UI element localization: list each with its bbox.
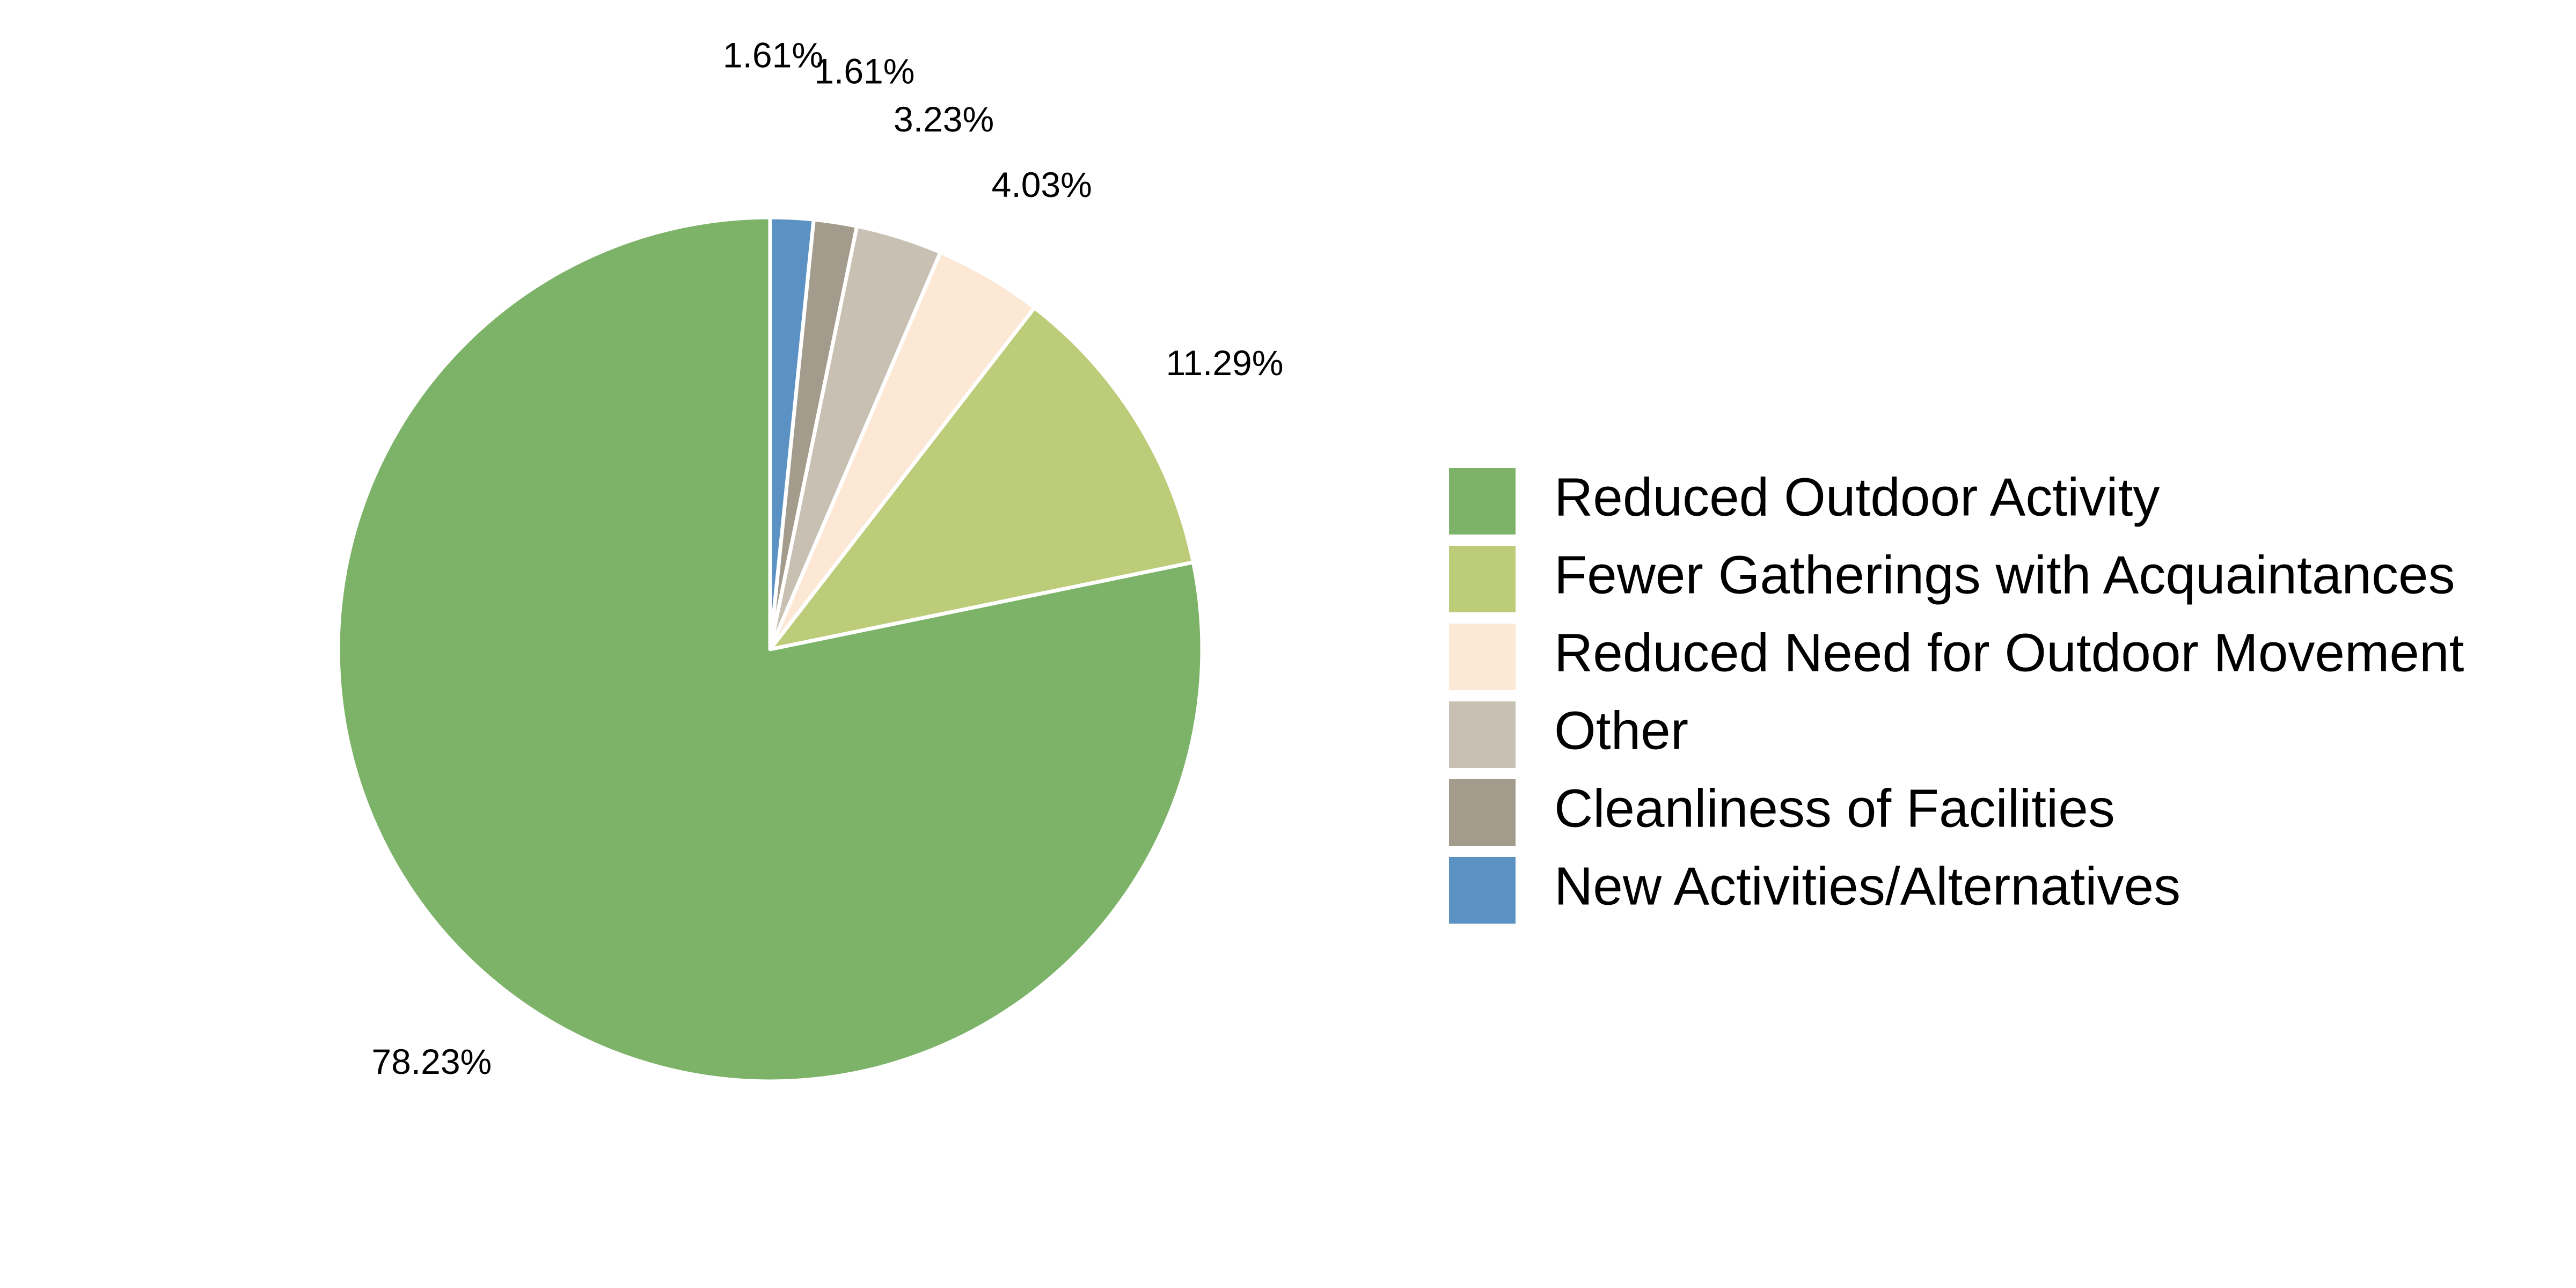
legend-item-fewer-gatherings-with-acquaintances: Fewer Gatherings with Acquaintances [1449, 545, 2455, 612]
legend-item-cleanliness-of-facilities: Cleanliness of Facilities [1449, 778, 2115, 846]
pie-slices [336, 215, 1204, 1084]
pie-slice-labels: 1.61%1.61% 3.23% 4.03% 11.29% 78.23% [371, 35, 1283, 1082]
slice-label-new-activities-alternatives: 1.61% [723, 35, 823, 75]
pie-slice-reduced-outdoor-activity [336, 215, 1204, 1084]
legend-item-reduced-need-for-outdoor-movement: Reduced Need for Outdoor Movement [1449, 623, 2464, 690]
legend-item-reduced-outdoor-activity: Reduced Outdoor Activity [1449, 467, 2160, 535]
legend-swatch-other [1449, 701, 1516, 768]
legend-swatch-reduced-need-for-outdoor-movement [1449, 624, 1516, 690]
slice-label-cleanliness-of-facilities: 1.61% [814, 52, 914, 91]
legend-label-reduced-need-for-outdoor-movement: Reduced Need for Outdoor Movement [1554, 623, 2464, 683]
legend-swatch-fewer-gatherings-with-acquaintances [1449, 546, 1516, 612]
pie-slice-reduced-need-for-outdoor-movement [768, 250, 1037, 652]
legend-item-other: Other [1449, 700, 1688, 768]
slice-label-fewer-gatherings-with-acquaintances: 11.29% [1166, 343, 1284, 383]
legend-swatch-new-activities-alternatives [1449, 857, 1516, 924]
slice-label-reduced-need-for-outdoor-movement: 4.03% [992, 165, 1092, 204]
legend-swatch-cleanliness-of-facilities [1449, 779, 1516, 846]
slice-label-reduced-outdoor-activity: 78.23% [371, 1042, 492, 1081]
legend-label-new-activities-alternatives: New Activities/Alternatives [1554, 856, 2180, 916]
legend-swatch-reduced-outdoor-activity [1449, 468, 1516, 535]
slice-label-other: 3.23% [894, 99, 994, 139]
legend-item-new-activities-alternatives: New Activities/Alternatives [1449, 856, 2180, 924]
legend-label-cleanliness-of-facilities: Cleanliness of Facilities [1554, 778, 2115, 838]
legend-label-fewer-gatherings-with-acquaintances: Fewer Gatherings with Acquaintances [1554, 545, 2455, 605]
legend-label-reduced-outdoor-activity: Reduced Outdoor Activity [1554, 467, 2160, 527]
pie-slice-fewer-gatherings-with-acquaintances [768, 305, 1195, 652]
legend-label-other: Other [1554, 700, 1688, 760]
legend: Reduced Outdoor Activity Fewer Gatherings… [1449, 467, 2464, 924]
